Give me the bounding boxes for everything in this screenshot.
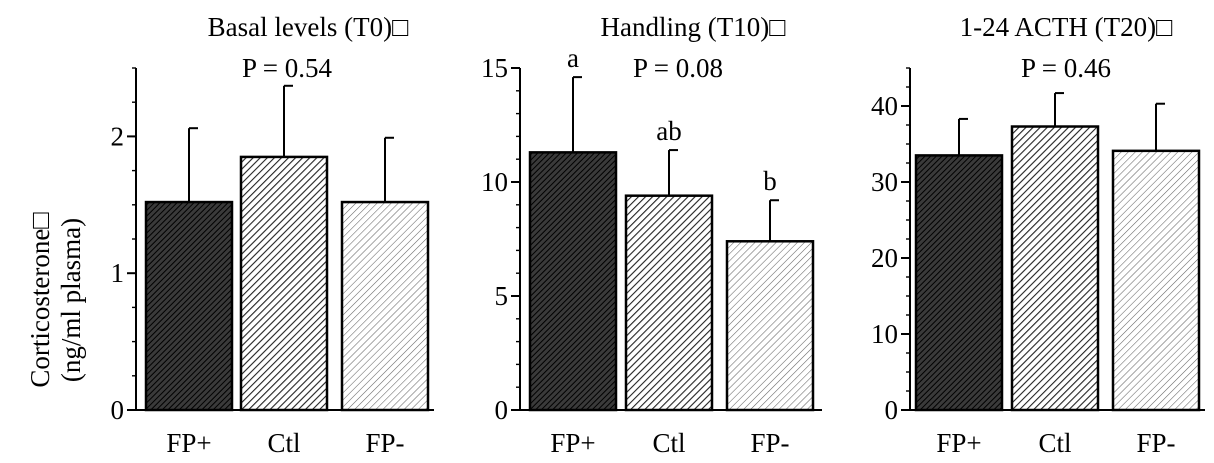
- bar-ctl: [239, 155, 329, 412]
- category-label: FP-: [365, 428, 404, 458]
- bar-fp-: [144, 200, 234, 412]
- y-tick-label: 15: [481, 53, 508, 83]
- bars: [914, 125, 1201, 412]
- category-label: Ctl: [652, 428, 685, 458]
- y-tick-label: 10: [871, 319, 898, 349]
- y-tick-label: 30: [871, 167, 898, 197]
- bar-fp-: [725, 240, 815, 412]
- category-label: FP+: [166, 428, 211, 458]
- y-tick-label: 1: [111, 258, 125, 288]
- bars: [528, 151, 815, 412]
- bar-fp-: [914, 154, 1004, 412]
- bar-fp-: [528, 151, 618, 412]
- category-label: Ctl: [267, 428, 300, 458]
- bar-fp-: [340, 200, 430, 412]
- panel-basal-levels: Basal levels (T0)□ P = 0.54 012 FP+ Ctl FP…: [111, 12, 434, 458]
- bar-fp-: [1111, 149, 1201, 412]
- y-tick-label: 0: [885, 395, 899, 425]
- panel-title: Basal levels (T0)□: [208, 12, 409, 42]
- panel-title: Handling (T10)□: [600, 12, 786, 42]
- axes: [519, 68, 822, 411]
- y-tick-label: 20: [871, 243, 898, 273]
- significance-labels: a ab b: [567, 43, 777, 196]
- category-labels: FP+ Ctl FP-: [166, 428, 404, 458]
- significance-letter: a: [567, 43, 579, 73]
- y-axis-ticks: 0 10 20 30 40: [871, 67, 910, 425]
- category-label: FP-: [750, 428, 789, 458]
- bars: [144, 155, 430, 412]
- panel-title: 1-24 ACTH (T20)□: [960, 12, 1173, 42]
- axes: [909, 68, 1205, 411]
- y-axis-label: Corticosterone□: [25, 212, 55, 388]
- bar-ctl: [1010, 125, 1100, 412]
- y-tick-label: 10: [481, 167, 508, 197]
- p-value-label: P = 0.08: [633, 53, 723, 83]
- error-bars: [188, 84, 394, 203]
- significance-letter: b: [763, 166, 777, 196]
- error-bars: [958, 92, 1165, 156]
- p-value-label: P = 0.54: [242, 53, 332, 83]
- y-tick-label: 5: [495, 281, 509, 311]
- y-tick-label: 0: [111, 395, 125, 425]
- category-label: FP+: [936, 428, 981, 458]
- category-labels: FP+ Ctl FP-: [550, 428, 789, 458]
- panel-acth: 1-24 ACTH (T20)□ P = 0.46 0 10 20 30 40 FP+ C…: [871, 12, 1205, 458]
- y-axis-ticks: 0 5 10 15: [481, 53, 520, 425]
- bar-ctl: [624, 194, 714, 412]
- y-tick-label: 2: [111, 121, 125, 151]
- y-axis-ticks: 0 1 2: [111, 67, 136, 425]
- significance-letter: ab: [656, 116, 681, 146]
- y-tick-label: 0: [495, 395, 509, 425]
- p-value-label: P = 0.46: [1021, 53, 1111, 83]
- error-bars: [572, 76, 779, 242]
- y-axis-label-unit: (ng/ml plasma): [56, 218, 86, 382]
- category-label: Ctl: [1038, 428, 1071, 458]
- axes: [135, 68, 434, 411]
- category-label: FP+: [550, 428, 595, 458]
- y-tick-label: 40: [871, 91, 898, 121]
- category-label: FP-: [1136, 428, 1175, 458]
- category-labels: FP+ Ctl FP-: [936, 428, 1175, 458]
